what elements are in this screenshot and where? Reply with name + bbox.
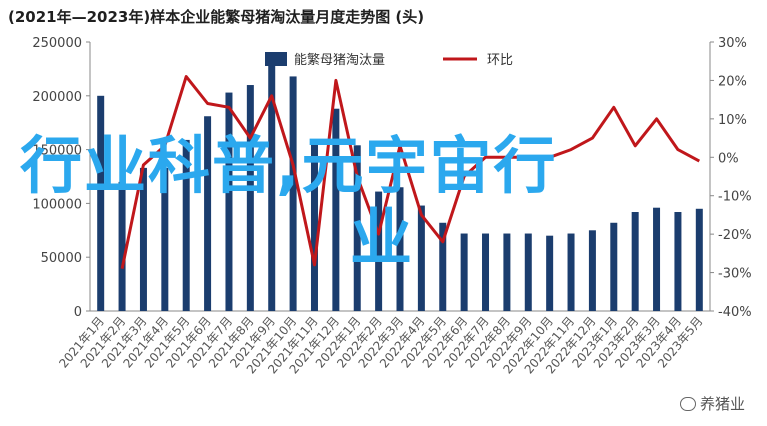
bar: [695, 208, 703, 311]
bar: [567, 233, 575, 311]
bar: [482, 233, 490, 311]
bar: [204, 116, 212, 311]
bar: [653, 207, 661, 311]
series-line-mom: [120, 75, 701, 270]
bar: [439, 222, 447, 311]
legend-swatch-bar: [265, 52, 287, 66]
bar: [289, 76, 297, 311]
bar: [161, 167, 169, 311]
overlay-text: 行业科普,元宇宙行 业: [20, 129, 558, 274]
bar: [353, 145, 361, 311]
bar: [417, 205, 425, 311]
overlay-line-2: 业: [350, 201, 415, 274]
bar: [310, 143, 318, 311]
right-tick-label: -30%: [718, 267, 752, 282]
bar: [97, 95, 105, 311]
left-tick-label: 250000: [32, 36, 82, 51]
watermark: 养猪业: [679, 393, 745, 414]
bar: [460, 233, 468, 311]
right-tick-label: -10%: [718, 190, 752, 205]
right-tick-label: 10%: [718, 113, 747, 128]
right-tick-label: 0%: [718, 151, 739, 166]
bar: [503, 233, 511, 311]
bar: [182, 139, 190, 311]
right-tick-label: 30%: [718, 36, 747, 51]
bar: [225, 92, 233, 312]
bar: [524, 233, 532, 311]
left-tick-label: 200000: [32, 90, 82, 105]
left-tick-label: 100000: [32, 197, 82, 212]
chart-title: (2021年—2023年)样本企业能繁母猪淘汰量月度走势图 (头): [8, 8, 425, 26]
legend-label-line: 环比: [487, 53, 513, 68]
bar: [375, 191, 383, 311]
bar: [546, 235, 554, 311]
bar: [674, 212, 682, 311]
bar: [139, 167, 147, 311]
bar: [118, 181, 126, 311]
bar: [588, 230, 596, 311]
bar: [268, 61, 276, 312]
right-tick-label: -20%: [718, 228, 752, 243]
wechat-icon: [679, 396, 696, 411]
bar: [610, 222, 618, 311]
overlay-line-1: 行业科普,元宇宙行: [20, 129, 558, 202]
legend-label-bar: 能繁母猪淘汰量: [294, 52, 385, 68]
left-tick-label: 0: [74, 305, 82, 320]
bar: [631, 212, 639, 311]
bar: [396, 187, 404, 311]
bar: [332, 108, 340, 311]
bar: [246, 85, 254, 311]
watermark-text: 养猪业: [699, 395, 745, 413]
right-tick-label: -40%: [718, 305, 752, 320]
left-tick-label: 50000: [41, 251, 82, 266]
right-tick-label: 20%: [718, 74, 747, 89]
left-tick-label: 150000: [32, 144, 82, 159]
